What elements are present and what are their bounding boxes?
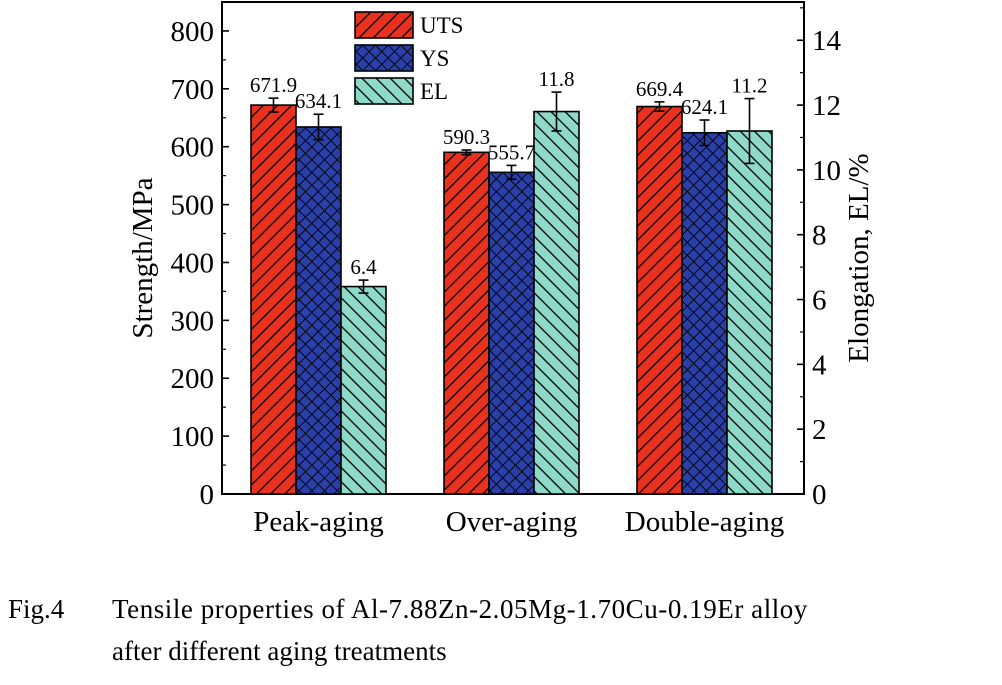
legend-label-ys: YS [420, 46, 449, 71]
bar-el-double-aging [726, 130, 773, 495]
y-tick-label: 600 [171, 132, 215, 164]
y2-tick-label: 14 [812, 25, 842, 57]
data-label-uts: 671.9 [250, 73, 297, 97]
legend-swatch-ys [354, 44, 414, 72]
caption-line-1: Tensile properties of Al-7.88Zn-2.05Mg-1… [112, 594, 808, 624]
data-label-el: 6.4 [350, 255, 377, 279]
y2-tick-label: 2 [812, 414, 827, 446]
y-tick-label: 200 [171, 363, 215, 395]
legend-swatch-uts [354, 11, 414, 39]
data-label-ys: 555.7 [488, 140, 535, 164]
data-label-uts: 590.3 [443, 125, 490, 149]
legend-swatch-el [354, 77, 414, 105]
figure-caption: Fig.4 Tensile properties of Al-7.88Zn-2.0… [8, 588, 998, 672]
y-tick-label: 500 [171, 190, 215, 222]
data-label-uts: 669.4 [636, 77, 684, 101]
y2-tick-label: 12 [812, 90, 841, 122]
y2-tick-label: 8 [812, 220, 827, 252]
bar-uts-double-aging [636, 105, 683, 495]
y-axis-title: Strength/MPa [127, 177, 159, 338]
y-tick-label: 300 [171, 305, 215, 337]
legend-label-el: EL [420, 79, 448, 104]
data-label-ys: 634.1 [295, 89, 342, 113]
y-tick-label: 0 [200, 479, 215, 511]
legend-label-uts: UTS [420, 13, 463, 38]
y2-tick-label: 10 [812, 155, 841, 187]
y-tick-label: 100 [171, 421, 215, 453]
bar-el-over-aging [533, 110, 580, 495]
bar-el-peak-aging [340, 285, 387, 495]
x-category-label: Over-aging [446, 506, 577, 538]
data-label-el: 11.2 [732, 74, 768, 98]
bar-uts-over-aging [443, 151, 490, 495]
y-tick-label: 400 [171, 247, 215, 279]
bar-ys-double-aging [681, 131, 728, 495]
x-category-label: Double-aging [625, 506, 784, 538]
bar-uts-peak-aging [250, 104, 297, 495]
bar-ys-over-aging [488, 171, 535, 495]
y2-tick-label: 4 [812, 349, 827, 381]
bar-ys-peak-aging [295, 126, 342, 495]
data-label-el: 11.8 [539, 67, 575, 91]
y-tick-label: 700 [171, 74, 215, 106]
y-tick-label: 800 [171, 16, 215, 48]
y2-tick-label: 6 [812, 285, 827, 317]
caption-line-2: after different aging treatments [112, 636, 447, 666]
y2-axis-title: Elongation, EL/% [843, 153, 875, 362]
data-label-ys: 624.1 [681, 95, 728, 119]
caption-number: Fig.4 [8, 594, 65, 624]
tensile-properties-chart: 671.9 590.3 669.4 634.1 555.7 624.1 6.4 11.8 11.… [127, 1, 875, 538]
x-category-label: Peak-aging [253, 506, 383, 538]
y2-tick-label: 0 [812, 479, 827, 511]
